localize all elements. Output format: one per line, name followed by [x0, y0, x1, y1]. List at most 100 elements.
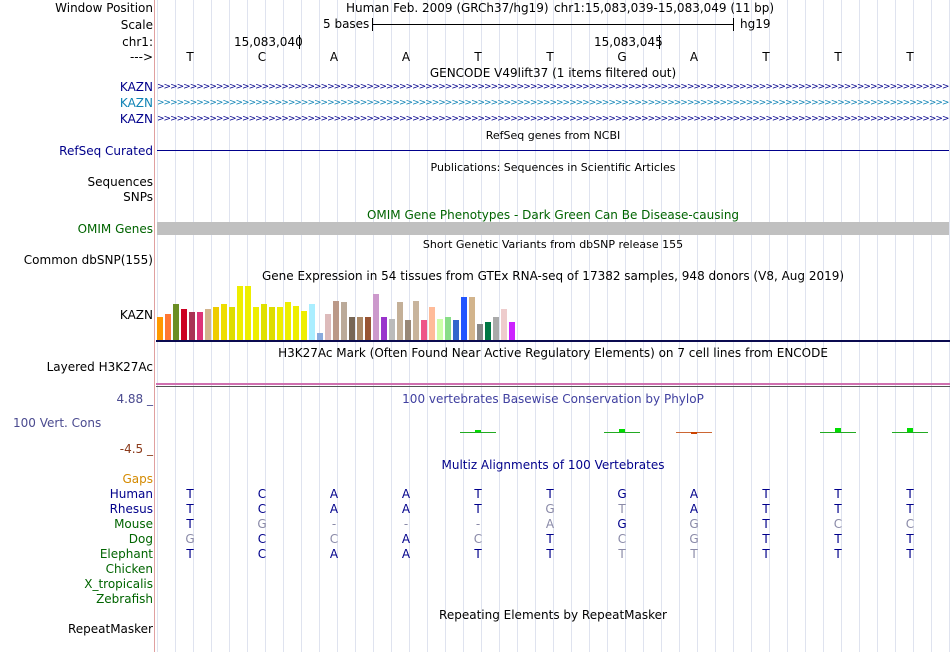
grid-line: [769, 0, 770, 652]
gtex-tissue-bar[interactable]: [357, 317, 363, 340]
gtex-tissue-bar[interactable]: [421, 320, 427, 340]
gencode-track-title[interactable]: GENCODE V49lift37 (1 items filtered out): [429, 66, 677, 80]
gtex-tissue-bar[interactable]: [341, 302, 347, 340]
gtex-tissue-bar[interactable]: [285, 302, 291, 340]
position-readout[interactable]: chr1:15,083,039-15,083,049 (11 bp): [554, 1, 775, 15]
gtex-tissue-bar[interactable]: [173, 304, 179, 340]
phylop-track-title[interactable]: 100 vertebrates Basewise Conservation by…: [402, 392, 704, 406]
gtex-tissue-bar[interactable]: [501, 309, 507, 340]
dbsnp-track-title[interactable]: Short Genetic Variants from dbSNP releas…: [422, 238, 684, 251]
multiz-base: C: [833, 517, 843, 531]
phylop-score-bar[interactable]: [619, 429, 625, 432]
multiz-base: T: [906, 547, 914, 561]
h3k27ac-label[interactable]: Layered H3K27Ac: [46, 360, 153, 374]
phylop-score-bar[interactable]: [691, 432, 697, 434]
gtex-tissue-bar[interactable]: [493, 317, 499, 340]
phylop-score-bar[interactable]: [475, 430, 481, 432]
gtex-tissue-bar[interactable]: [397, 302, 403, 340]
gtex-tissue-bar[interactable]: [429, 307, 435, 340]
gtex-tissue-bar[interactable]: [325, 314, 331, 340]
gtex-tissue-bar[interactable]: [157, 317, 163, 340]
gtex-tissue-bar[interactable]: [477, 324, 483, 340]
gtex-tissue-bar[interactable]: [373, 294, 379, 340]
omim-label[interactable]: OMIM Genes: [77, 222, 153, 236]
gtex-tissue-bar[interactable]: [253, 307, 259, 340]
gtex-tissue-bar[interactable]: [485, 322, 491, 340]
multiz-species-label[interactable]: Elephant: [99, 547, 153, 561]
gtex-gene-label[interactable]: KAZN: [119, 308, 153, 322]
gencode-transcript-1[interactable]: >>>>>>>>>>>>>>>>>>>>>>>>>>>>>>>>>>>>>>>>…: [157, 82, 949, 92]
h3k27ac-signal[interactable]: [156, 383, 950, 385]
gtex-tissue-bar[interactable]: [381, 317, 387, 340]
gtex-tissue-bar[interactable]: [301, 311, 307, 340]
gtex-tissue-bar[interactable]: [229, 307, 235, 340]
gtex-barchart[interactable]: [156, 284, 950, 340]
refseq-gene-line[interactable]: [157, 150, 949, 151]
multiz-base: T: [186, 547, 194, 561]
multiz-species-label[interactable]: Dog: [128, 532, 153, 546]
gtex-tissue-bar[interactable]: [333, 301, 339, 340]
publications-track-title[interactable]: Publications: Sequences in Scientific Ar…: [430, 161, 676, 174]
gtex-tissue-bar[interactable]: [437, 319, 443, 340]
multiz-gaps-label[interactable]: Gaps: [122, 472, 153, 486]
gtex-tissue-bar[interactable]: [469, 297, 475, 340]
h3k27ac-track-title[interactable]: H3K27Ac Mark (Often Found Near Active Re…: [278, 346, 828, 360]
dbsnp-label[interactable]: Common dbSNP(155): [23, 253, 153, 267]
gtex-tissue-bar[interactable]: [165, 314, 171, 340]
gencode-gene-label-1[interactable]: KAZN: [119, 80, 153, 94]
multiz-species-label[interactable]: X_tropicalis: [84, 577, 153, 591]
gtex-tissue-bar[interactable]: [365, 317, 371, 340]
gtex-tissue-bar[interactable]: [245, 286, 251, 340]
gtex-tissue-bar[interactable]: [197, 312, 203, 340]
multiz-species-label[interactable]: Rhesus: [109, 502, 153, 516]
gencode-transcript-2[interactable]: >>>>>>>>>>>>>>>>>>>>>>>>>>>>>>>>>>>>>>>>…: [157, 98, 949, 108]
multiz-species-label[interactable]: Human: [109, 487, 153, 501]
multiz-base: T: [690, 547, 698, 561]
gencode-transcript-3[interactable]: >>>>>>>>>>>>>>>>>>>>>>>>>>>>>>>>>>>>>>>>…: [157, 114, 949, 124]
gencode-gene-label-3[interactable]: KAZN: [119, 112, 153, 126]
gtex-tissue-bar[interactable]: [349, 317, 355, 340]
gtex-tissue-bar[interactable]: [445, 317, 451, 340]
gtex-tissue-bar[interactable]: [405, 320, 411, 340]
publications-label-sequences[interactable]: Sequences: [87, 175, 153, 189]
gtex-tissue-bar[interactable]: [413, 301, 419, 340]
gtex-tissue-bar[interactable]: [317, 333, 323, 340]
publications-label-snps[interactable]: SNPs: [123, 190, 153, 204]
gtex-tissue-bar[interactable]: [205, 309, 211, 340]
gtex-tissue-bar[interactable]: [461, 297, 467, 340]
multiz-base: T: [186, 502, 194, 516]
phylop-score-bar[interactable]: [907, 428, 913, 432]
phylop-score-bar[interactable]: [835, 428, 841, 432]
gtex-tissue-bar[interactable]: [453, 320, 459, 340]
refseq-label[interactable]: RefSeq Curated: [59, 144, 153, 158]
gtex-tissue-bar[interactable]: [237, 286, 243, 340]
omim-track-title[interactable]: OMIM Gene Phenotypes - Dark Green Can Be…: [366, 208, 740, 222]
gtex-tissue-bar[interactable]: [269, 307, 275, 340]
refseq-track-title[interactable]: RefSeq genes from NCBI: [485, 129, 621, 142]
gtex-tissue-bar[interactable]: [389, 319, 395, 340]
gtex-tissue-bar[interactable]: [189, 312, 195, 340]
gtex-tissue-bar[interactable]: [181, 309, 187, 340]
gtex-tissue-bar[interactable]: [261, 304, 267, 340]
multiz-base: T: [762, 517, 770, 531]
gtex-tissue-bar[interactable]: [509, 322, 515, 340]
repeatmasker-label[interactable]: RepeatMasker: [67, 622, 153, 636]
multiz-species-label[interactable]: Chicken: [105, 562, 153, 576]
gtex-track-title[interactable]: Gene Expression in 54 tissues from GTEx …: [261, 269, 845, 283]
gencode-gene-label-2[interactable]: KAZN: [119, 96, 153, 110]
gtex-tissue-bar[interactable]: [293, 306, 299, 340]
phylop-label[interactable]: 100 Vert. Cons: [13, 416, 102, 430]
repeatmasker-track-title[interactable]: Repeating Elements by RepeatMasker: [439, 608, 667, 622]
gtex-tissue-bar[interactable]: [221, 304, 227, 340]
gtex-tissue-bar[interactable]: [213, 307, 219, 340]
multiz-track-title[interactable]: Multiz Alignments of 100 Vertebrates: [441, 458, 665, 472]
multiz-species-label[interactable]: Zebrafish: [96, 592, 153, 606]
omim-phenotype-bar[interactable]: [157, 222, 949, 235]
gtex-tissue-bar[interactable]: [309, 304, 315, 340]
multiz-species-label[interactable]: Mouse: [114, 517, 153, 531]
grid-line: [661, 0, 662, 652]
scale-value: 5 bases: [323, 17, 370, 31]
phylop-plot[interactable]: [156, 400, 950, 460]
gtex-tissue-bar[interactable]: [277, 307, 283, 340]
scale-bar-right-tick: [733, 18, 734, 31]
